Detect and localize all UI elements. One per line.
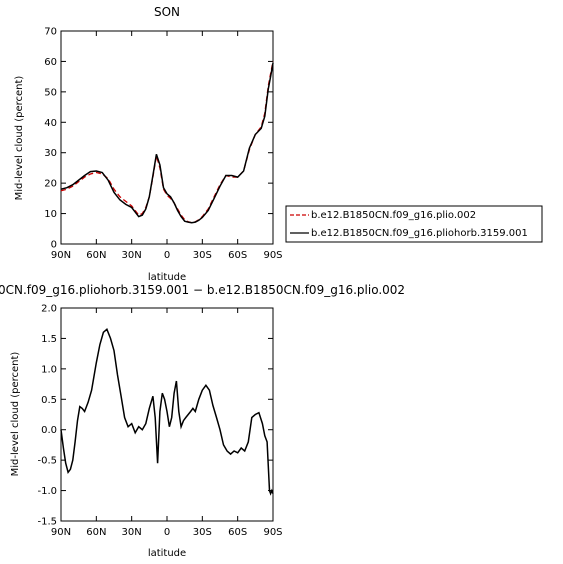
- y-tick-label: -1.5: [37, 517, 57, 528]
- top-x-ticks: 90N 60N 30N 0 30S 60S 90S: [51, 31, 283, 261]
- legend: b.e12.B1850CN.f09_g16.plio.002 b.e12.B18…: [285, 205, 543, 243]
- x-tick-label: 30N: [122, 250, 142, 261]
- bottom-x-axis-title: latitude: [148, 548, 186, 559]
- bottom-y-axis-title: Mid-level cloud (percent): [10, 352, 21, 477]
- top-y-ticks: 0 10 20 30 40 50 60 70: [44, 27, 273, 251]
- series-line-0: [60, 328, 274, 496]
- x-tick-label: 30S: [193, 250, 212, 261]
- legend-label-plio: b.e12.B1850CN.f09_g16.plio.002: [311, 210, 476, 221]
- top-plot-frame: [60, 30, 274, 245]
- x-tick-label: 60S: [228, 527, 247, 538]
- x-tick-label: 0: [164, 527, 170, 538]
- y-tick-label: 0.0: [41, 425, 57, 436]
- y-tick-label: 1.0: [41, 364, 57, 375]
- x-tick-label: 30S: [193, 527, 212, 538]
- y-tick-label: 10: [44, 209, 57, 220]
- bottom-chart: b.e12.B1850CN.f09_g16.pliohorb.3159.001 …: [0, 283, 405, 559]
- x-tick-label: 0: [164, 250, 170, 261]
- y-tick-label: 30: [44, 148, 57, 159]
- bottom-series: [60, 328, 274, 496]
- bottom-x-ticks: 90N 60N 30N 0 30S 60S 90S: [51, 308, 283, 538]
- series-line-0: [60, 61, 274, 224]
- x-tick-label: 90N: [51, 527, 71, 538]
- y-tick-label: 70: [44, 27, 57, 38]
- x-tick-label: 60S: [228, 250, 247, 261]
- top-y-axis-title: Mid-level cloud (percent): [14, 76, 25, 201]
- y-tick-label: 50: [44, 87, 57, 98]
- y-tick-label: -0.5: [37, 456, 57, 467]
- legend-box: [285, 205, 543, 243]
- y-tick-label: 20: [44, 179, 57, 190]
- x-tick-label: 60N: [86, 527, 106, 538]
- x-tick-label: 90S: [263, 527, 282, 538]
- x-tick-label: 90N: [51, 250, 71, 261]
- y-tick-label: 2.0: [41, 304, 57, 315]
- y-tick-label: 0.5: [41, 395, 57, 406]
- y-tick-label: 60: [44, 57, 57, 68]
- top-series: [60, 61, 274, 224]
- y-tick-label: 0: [51, 240, 57, 251]
- x-tick-label: 30N: [122, 527, 142, 538]
- bottom-chart-title: b.e12.B1850CN.f09_g16.pliohorb.3159.001 …: [0, 283, 405, 297]
- y-tick-label: 40: [44, 118, 57, 129]
- bottom-y-ticks: -1.5 -1.0 -0.5 0.0 0.5 1.0 1.5 2.0: [37, 304, 273, 528]
- top-chart-title: SON: [154, 5, 180, 19]
- y-tick-label: -1.0: [37, 486, 57, 497]
- x-tick-label: 60N: [86, 250, 106, 261]
- x-tick-label: 90S: [263, 250, 282, 261]
- y-tick-label: 1.5: [41, 334, 57, 345]
- top-x-axis-title: latitude: [148, 272, 186, 283]
- legend-label-pliohorb: b.e12.B1850CN.f09_g16.pliohorb.3159.001: [311, 228, 528, 239]
- series-line-1: [60, 62, 274, 224]
